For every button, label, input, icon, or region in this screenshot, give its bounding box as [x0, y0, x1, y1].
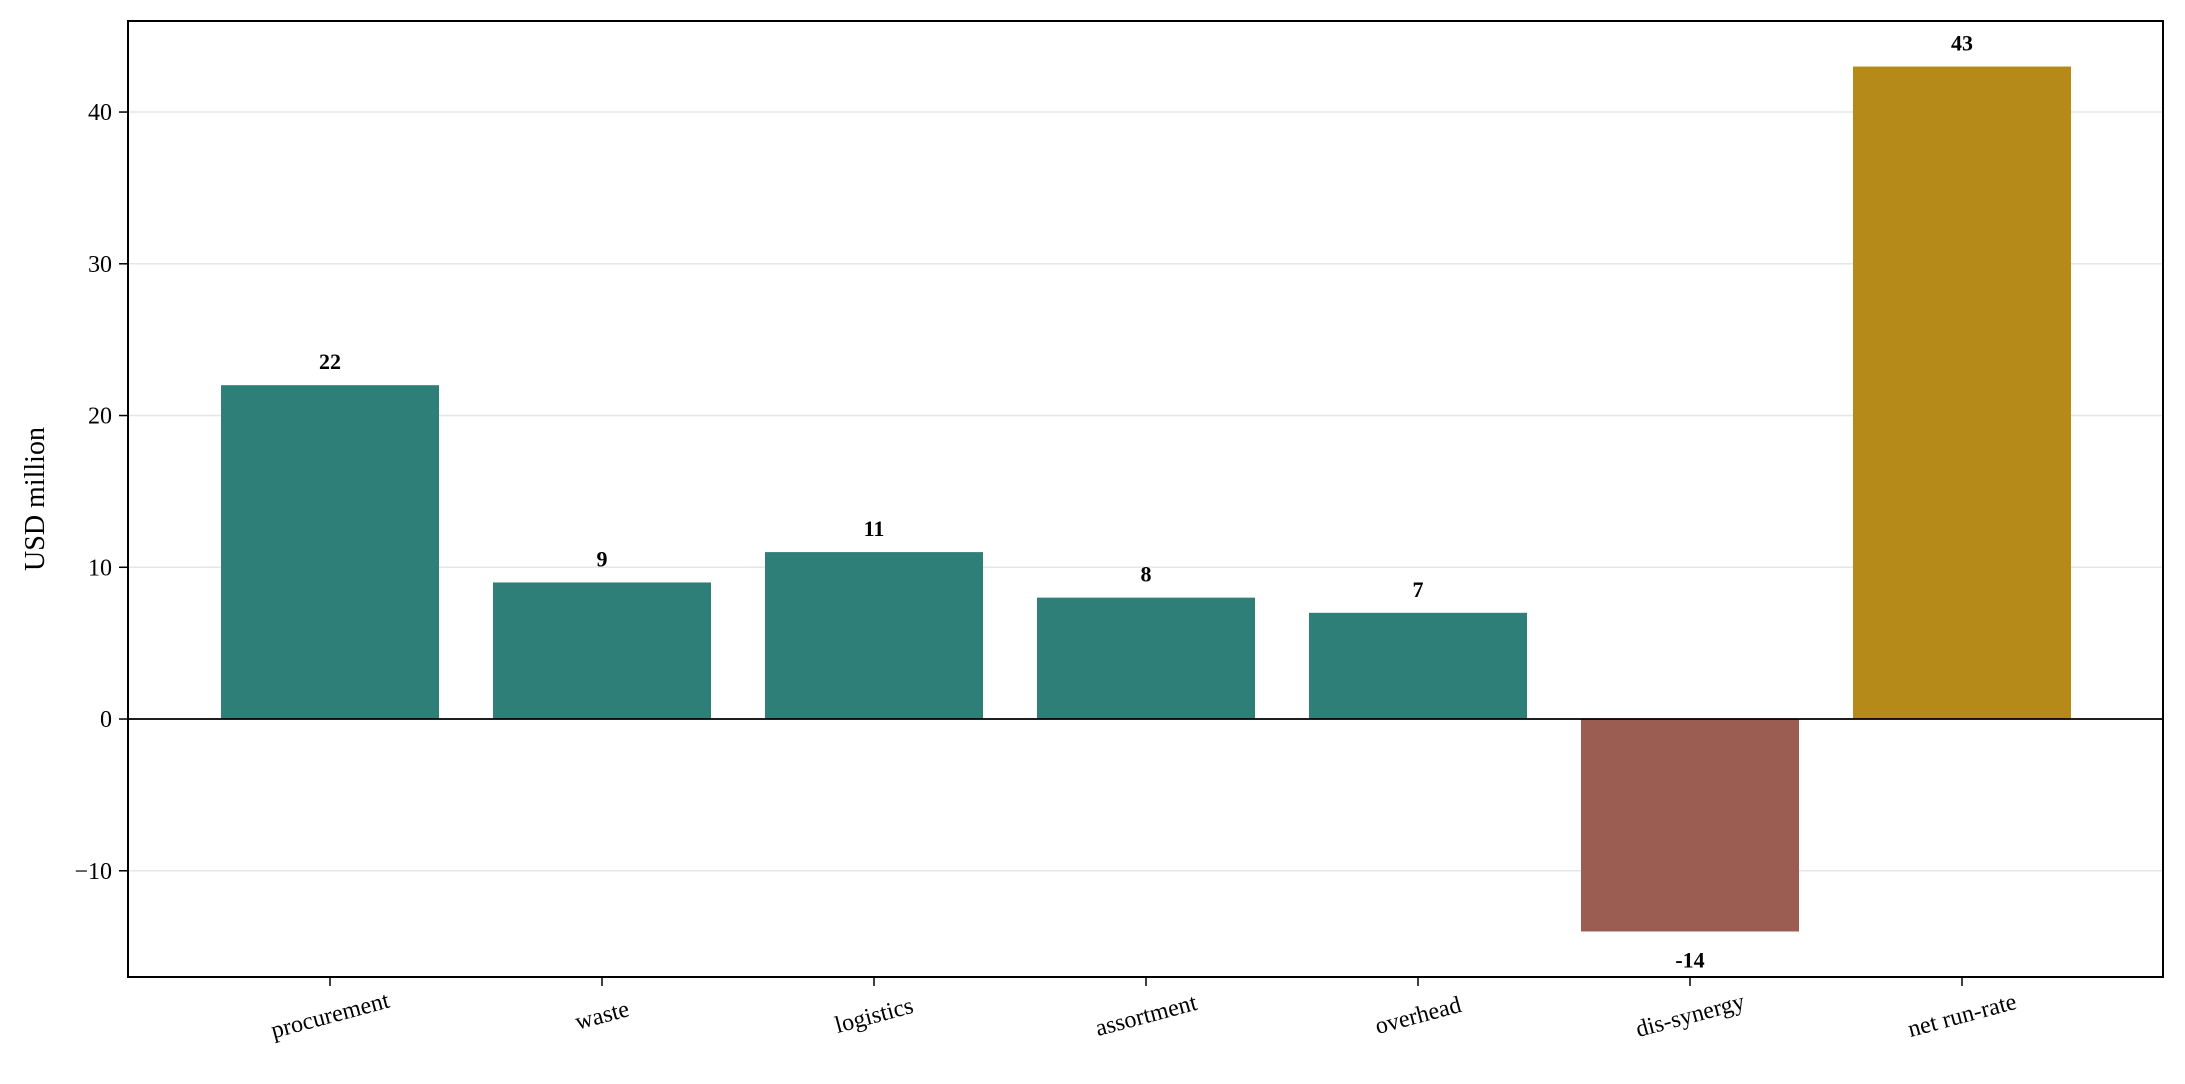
bar-waste: [493, 582, 711, 719]
data-label: 9: [597, 546, 608, 571]
data-label: 43: [1951, 31, 1973, 56]
data-label: 11: [864, 516, 885, 541]
y-tick-label: 30: [88, 252, 112, 278]
y-axis: −10 0 10 20 30 40: [74, 100, 128, 885]
x-tick-label: overhead: [1372, 992, 1464, 1040]
x-tick-label: net run-rate: [1905, 989, 2019, 1043]
x-tick-label: procurement: [268, 988, 392, 1045]
bar-overhead: [1309, 613, 1527, 719]
data-label: -14: [1675, 947, 1704, 972]
bars: [221, 67, 2071, 932]
x-axis: procurement waste logistics assortment overh…: [268, 977, 2019, 1044]
x-tick-label: logistics: [832, 993, 916, 1039]
y-tick-label: 20: [88, 404, 112, 430]
data-label: 8: [1141, 562, 1152, 587]
y-tick-label: −10: [74, 859, 112, 885]
x-tick-label: dis-synergy: [1633, 989, 1747, 1043]
data-label: 7: [1413, 577, 1424, 602]
x-tick-label: assortment: [1093, 990, 1200, 1042]
y-tick-label: 40: [88, 100, 112, 126]
y-axis-label: USD million: [20, 427, 51, 571]
bar-net-run-rate: [1853, 67, 2071, 720]
bar-procurement: [221, 385, 439, 719]
bar-dis-synergy: [1581, 719, 1799, 931]
y-tick-label: 10: [88, 555, 112, 581]
bar-logistics: [765, 552, 983, 719]
y-tick-label: 0: [100, 707, 112, 733]
x-tick-label: waste: [572, 996, 632, 1035]
bar-assortment: [1037, 598, 1255, 719]
data-label: 22: [319, 349, 341, 374]
